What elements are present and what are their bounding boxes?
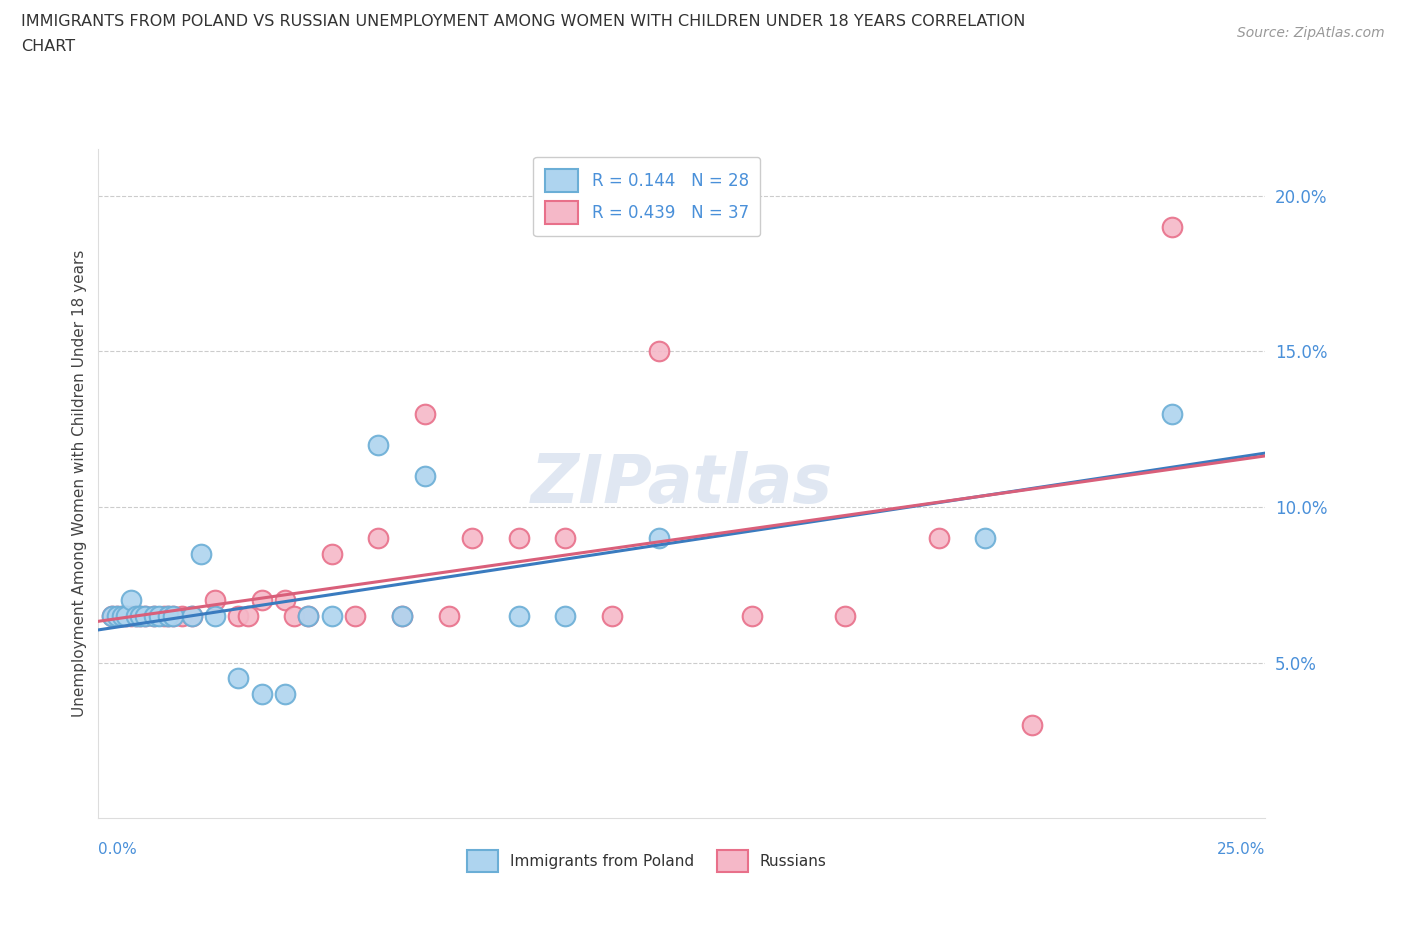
Text: CHART: CHART bbox=[21, 39, 75, 54]
Point bbox=[152, 608, 174, 623]
Point bbox=[283, 608, 305, 623]
Point bbox=[508, 531, 530, 546]
Point bbox=[413, 469, 436, 484]
Point bbox=[162, 608, 184, 623]
Point bbox=[250, 686, 273, 701]
Point bbox=[413, 406, 436, 421]
Point bbox=[105, 608, 128, 623]
Point bbox=[162, 608, 184, 623]
Point bbox=[600, 608, 623, 623]
Text: 25.0%: 25.0% bbox=[1218, 842, 1265, 857]
Point bbox=[111, 608, 134, 623]
Point bbox=[129, 608, 152, 623]
Point bbox=[367, 531, 389, 546]
Point bbox=[180, 608, 202, 623]
Point bbox=[274, 686, 297, 701]
Point bbox=[554, 608, 576, 623]
Point bbox=[274, 593, 297, 608]
Point bbox=[120, 593, 142, 608]
Point bbox=[172, 608, 194, 623]
Point bbox=[111, 608, 134, 623]
Point bbox=[115, 608, 138, 623]
Point bbox=[741, 608, 763, 623]
Text: Source: ZipAtlas.com: Source: ZipAtlas.com bbox=[1237, 26, 1385, 40]
Point bbox=[143, 608, 166, 623]
Text: 0.0%: 0.0% bbox=[98, 842, 138, 857]
Point bbox=[204, 608, 226, 623]
Point bbox=[228, 671, 250, 685]
Point bbox=[228, 608, 250, 623]
Point bbox=[101, 608, 124, 623]
Point bbox=[120, 608, 142, 623]
Point bbox=[647, 531, 669, 546]
Point bbox=[321, 608, 343, 623]
Point bbox=[1161, 406, 1184, 421]
Point bbox=[143, 608, 166, 623]
Point bbox=[129, 608, 152, 623]
Point bbox=[554, 531, 576, 546]
Point bbox=[101, 608, 124, 623]
Text: IMMIGRANTS FROM POLAND VS RUSSIAN UNEMPLOYMENT AMONG WOMEN WITH CHILDREN UNDER 1: IMMIGRANTS FROM POLAND VS RUSSIAN UNEMPL… bbox=[21, 14, 1025, 29]
Point bbox=[437, 608, 460, 623]
Point bbox=[508, 608, 530, 623]
Point bbox=[125, 608, 148, 623]
Point bbox=[297, 608, 319, 623]
Point bbox=[297, 608, 319, 623]
Point bbox=[190, 546, 212, 561]
Point bbox=[928, 531, 950, 546]
Point bbox=[974, 531, 997, 546]
Legend: Immigrants from Poland, Russians: Immigrants from Poland, Russians bbox=[461, 844, 832, 878]
Point bbox=[367, 437, 389, 452]
Point bbox=[157, 608, 180, 623]
Point bbox=[321, 546, 343, 561]
Point bbox=[391, 608, 413, 623]
Point bbox=[148, 608, 170, 623]
Point bbox=[204, 593, 226, 608]
Point bbox=[647, 344, 669, 359]
Point bbox=[180, 608, 202, 623]
Point bbox=[344, 608, 367, 623]
Point bbox=[1161, 219, 1184, 234]
Point bbox=[134, 608, 156, 623]
Point bbox=[236, 608, 259, 623]
Point bbox=[134, 608, 156, 623]
Point bbox=[391, 608, 413, 623]
Point bbox=[834, 608, 856, 623]
Point bbox=[125, 608, 148, 623]
Point bbox=[461, 531, 484, 546]
Text: ZIPatlas: ZIPatlas bbox=[531, 451, 832, 516]
Point bbox=[157, 608, 180, 623]
Y-axis label: Unemployment Among Women with Children Under 18 years: Unemployment Among Women with Children U… bbox=[72, 250, 87, 717]
Point bbox=[250, 593, 273, 608]
Point bbox=[115, 608, 138, 623]
Point bbox=[105, 608, 128, 623]
Point bbox=[1021, 718, 1043, 733]
